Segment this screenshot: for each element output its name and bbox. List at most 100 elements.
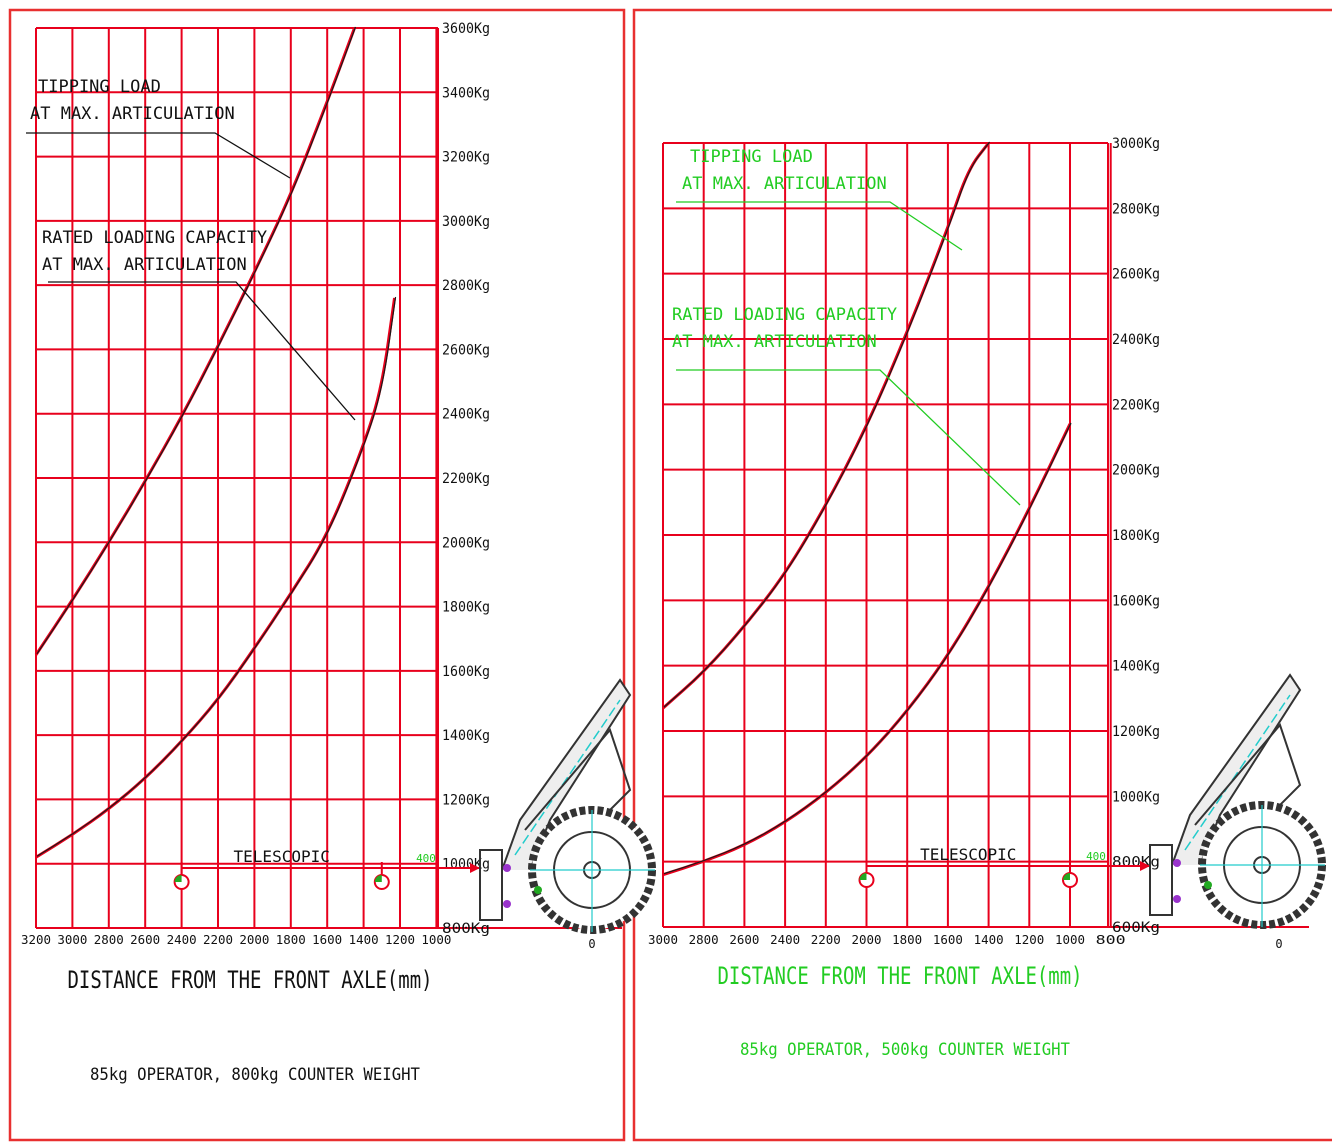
telescopic-dimension: TELESCOPIC 400 [858,845,1150,888]
y-tick-label: 1600Kg [442,664,490,680]
x-tick-label: 1800 [276,933,306,947]
series-rated-loading-capacity [35,296,397,859]
y-tick-label: 2800Kg [442,278,490,294]
loader-arm [1171,673,1302,866]
pivot-marker-fill [1063,873,1070,880]
y-tick-label: 800Kg [1112,855,1160,871]
right-panel-border [632,8,1332,1142]
grid [35,27,622,929]
series-line-dark [36,26,357,655]
y-tick-label: 1800Kg [1112,528,1160,544]
hinge-point [534,886,542,894]
hinge-point [503,864,511,872]
x-tick-label: 2000 [239,933,269,947]
y-tick-label: 2200Kg [1112,397,1160,413]
x-tick-label: 1000 [1055,933,1085,947]
series-label-1: RATED LOADING CAPACITY AT MAX. ARTICULATI… [672,305,1021,506]
telescopic-label: TELESCOPIC [234,847,330,866]
y-tick-label: 3000Kg [442,214,490,230]
pivot-marker-fill [174,875,182,882]
y-tick-label: 3600Kg [442,21,490,37]
y-tick-label: 1400Kg [442,728,490,744]
x-tick-label: 2600 [130,933,160,947]
x-tick-labels: 3000 2800 2600 2400 2200 2000 1800 1600 1400 1200… [648,933,1283,951]
leader-line [676,201,963,251]
series-rated-loading-capacity [662,422,1072,877]
y-tick-label: 1800Kg [442,600,490,616]
x-tick-label: 2000 [852,933,882,947]
x-tick-label: 2800 [689,933,719,947]
x-tick-label: 2200 [811,933,841,947]
telescopic-dimension-value: 400 [1086,850,1106,863]
y-tick-labels: 3600Kg 3400Kg 3200Kg 3000Kg 2800Kg 2600Kg 2400… [442,21,490,937]
x-axis-title: DISTANCE FROM THE FRONT AXLE(mm) [718,962,1083,990]
x-tick-label: 1600 [312,933,342,947]
x-origin-label: 0 [1275,937,1282,951]
chart-right-500kg-counterweight: 3000Kg 2800Kg 2600Kg 2400Kg 2200Kg 2000Kg 1800… [648,136,1326,1060]
y-tick-label: 2800Kg [1112,201,1160,217]
y-tick-label: 3200Kg [442,150,490,166]
x-tick-label: 1200 [385,933,415,947]
chart-left-800kg-counterweight: 3600Kg 3400Kg 3200Kg 3000Kg 2800Kg 2600Kg 2400… [21,21,656,1085]
y-tick-label: 1000Kg [442,857,490,873]
arm-centerline [514,699,621,856]
series-tipping-load [34,26,357,656]
hinge-point [1173,859,1181,867]
x-tick-label: 3000 [57,933,87,947]
series-label-1: RATED LOADING CAPACITY AT MAX. ARTICULATI… [42,228,356,421]
x-tick-label: 2400 [167,933,197,947]
x-tick-label: 1000 [421,933,451,947]
loader-machine-sketch [479,678,656,934]
arrow-head [470,863,480,873]
y-tick-label: 2400Kg [1112,332,1160,348]
y-tick-label: 1000Kg [1112,789,1160,805]
x-origin-label: 0 [588,937,595,951]
y-tick-label: 2400Kg [442,407,490,423]
series-line-dark [36,296,397,857]
x-axis-title: DISTANCE FROM THE FRONT AXLE(mm) [68,966,433,994]
x-tick-label: 3000 [648,933,678,947]
x-tick-label: 1400 [349,933,379,947]
series-line-dark [663,422,1072,875]
leader-line [48,281,356,421]
x-tick-label: 2600 [729,933,759,947]
attachment-plate [1149,844,1173,916]
x-tick-label: 1600 [933,933,963,947]
x-tick-label: 3200 [21,933,51,947]
y-tick-label: 2600Kg [1112,267,1160,283]
x-tick-label: 2200 [203,933,233,947]
y-tick-label: 1200Kg [1112,724,1160,740]
y-tick-label: 3400Kg [442,85,490,101]
telescopic-label: TELESCOPIC [920,845,1016,864]
chart-caption: 85kg OPERATOR, 800kg COUNTER WEIGHT [90,1065,420,1085]
x-tick-label: 1200 [1014,933,1044,947]
x-tick-label: 800 [1096,933,1126,947]
hinge-point [1173,895,1181,903]
y-tick-label: 2000Kg [442,535,490,551]
x-tick-label: 2800 [94,933,124,947]
series-label-line: TIPPING LOAD [38,77,161,97]
x-tick-labels: 3200 3000 2800 2600 2400 2200 2000 1800 1600 1400… [21,933,596,951]
y-tick-label: 2000Kg [1112,463,1160,479]
telescopic-dimension: TELESCOPIC 400 [173,847,480,890]
chart-caption: 85kg OPERATOR, 500kg COUNTER WEIGHT [740,1040,1070,1060]
y-tick-label: 3000Kg [1112,136,1160,152]
loader-arm [501,678,632,871]
series-line-dark [663,141,991,708]
left-panel-border [8,8,626,1142]
leader-line [26,132,291,179]
series-label-line: AT MAX. ARTICULATION [30,104,235,124]
x-tick-label: 1400 [974,933,1004,947]
telescopic-dimension-value: 400 [416,852,436,865]
series-label-0: TIPPING LOAD AT MAX. ARTICULATION [676,147,963,251]
arm-centerline [1184,694,1291,851]
series-label-0: TIPPING LOAD AT MAX. ARTICULATION [26,77,291,179]
series-label-line: RATED LOADING CAPACITY [672,305,897,325]
series-label-line: AT MAX. ARTICULATION [42,255,247,275]
series-label-line: AT MAX. ARTICULATION [682,174,887,194]
attachment-plate [479,849,503,921]
y-tick-label: 1600Kg [1112,593,1160,609]
series-line-red [35,297,397,859]
loader-machine-sketch [1149,673,1326,929]
